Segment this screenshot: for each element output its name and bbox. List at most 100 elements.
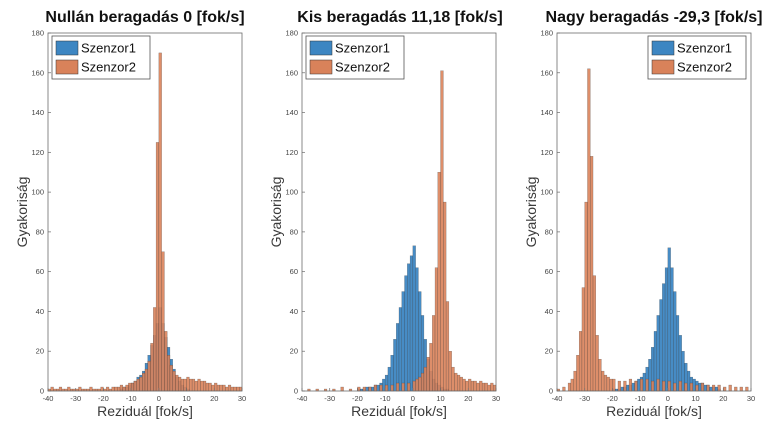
histogram-bar bbox=[706, 384, 710, 392]
x-tick-label: 0 bbox=[666, 394, 670, 403]
histogram-bar bbox=[595, 335, 599, 392]
histogram-bar bbox=[89, 386, 93, 392]
histogram-bar bbox=[667, 380, 671, 392]
legend-label: Szenzor2 bbox=[335, 60, 390, 75]
histogram-bar bbox=[396, 382, 400, 392]
histogram-bar bbox=[601, 370, 605, 392]
histogram-bar bbox=[476, 382, 480, 392]
histogram-bar bbox=[434, 267, 438, 392]
histogram-bar bbox=[390, 384, 394, 392]
histogram-bar bbox=[128, 382, 132, 392]
axes-frame bbox=[556, 32, 752, 392]
x-tick-label: -40 bbox=[297, 394, 308, 403]
histogram-bar bbox=[739, 386, 743, 392]
histogram-bar bbox=[418, 291, 422, 392]
y-tick-label: 160 bbox=[31, 68, 44, 77]
histogram-bar bbox=[695, 384, 699, 392]
histogram-bar bbox=[470, 380, 475, 392]
histogram-bar bbox=[384, 384, 389, 392]
histogram-bar bbox=[418, 376, 422, 392]
histogram-bar bbox=[689, 382, 693, 392]
y-tick-label: 180 bbox=[285, 29, 298, 38]
histogram-bar bbox=[590, 156, 594, 392]
histogram-bar bbox=[432, 315, 436, 392]
histogram-bar bbox=[667, 247, 671, 392]
histogram-bar bbox=[612, 378, 616, 392]
histogram-bar bbox=[420, 372, 425, 392]
x-tick-label: -30 bbox=[70, 394, 81, 403]
y-tick-label: 0 bbox=[549, 387, 553, 396]
y-tick-label: 180 bbox=[31, 29, 44, 38]
histogram-bar bbox=[205, 382, 209, 392]
x-tick-label: 20 bbox=[719, 394, 727, 403]
y-tick-label: 40 bbox=[545, 307, 553, 316]
legend: Szenzor1 Szenzor2 bbox=[647, 35, 747, 80]
x-tick-label: 30 bbox=[747, 394, 755, 403]
histogram-bar bbox=[454, 372, 458, 392]
histogram-bar bbox=[457, 374, 461, 392]
histogram-bar bbox=[717, 384, 721, 392]
x-tick-label: 30 bbox=[492, 394, 500, 403]
x-tick-label: 20 bbox=[210, 394, 218, 403]
x-axis-label: Reziduál [fok/s] bbox=[606, 403, 702, 419]
histogram-bar bbox=[603, 374, 608, 392]
histogram-bar bbox=[728, 384, 732, 392]
x-tick-label: 20 bbox=[464, 394, 472, 403]
histogram-bar bbox=[623, 380, 627, 392]
histogram-bar bbox=[111, 386, 115, 392]
legend-swatch bbox=[309, 59, 333, 75]
histogram-bar bbox=[376, 384, 380, 392]
histogram-bar bbox=[700, 382, 705, 392]
histogram-bar bbox=[659, 299, 663, 392]
histogram-bar bbox=[133, 380, 137, 392]
y-tick-label: 160 bbox=[285, 68, 298, 77]
y-tick-label: 100 bbox=[285, 188, 298, 197]
histogram-bar bbox=[373, 384, 378, 392]
y-tick-label: 80 bbox=[545, 227, 553, 236]
histogram-bar bbox=[407, 263, 411, 392]
x-tick-label: -20 bbox=[352, 394, 363, 403]
histogram-bar bbox=[58, 386, 63, 392]
histogram-bar bbox=[227, 384, 232, 392]
histogram-bar bbox=[230, 386, 234, 392]
x-tick-label: -10 bbox=[380, 394, 391, 403]
histogram-bar bbox=[490, 382, 494, 392]
x-axis-label: Reziduál [fok/s] bbox=[97, 403, 193, 419]
histogram-bar bbox=[401, 382, 405, 392]
axes-frame bbox=[47, 32, 243, 392]
histogram-bar bbox=[642, 372, 646, 392]
plot-area bbox=[48, 33, 242, 391]
histogram-bar bbox=[125, 384, 129, 392]
histogram-bar bbox=[407, 382, 411, 392]
histogram-bar bbox=[219, 384, 223, 392]
histogram-bar bbox=[429, 343, 433, 392]
x-tick-label: 30 bbox=[238, 394, 246, 403]
x-tick-label: -10 bbox=[635, 394, 646, 403]
y-tick-label: 140 bbox=[31, 108, 44, 117]
histogram-bar bbox=[626, 384, 630, 392]
histogram-bar bbox=[578, 331, 583, 392]
histogram-bar bbox=[144, 368, 148, 392]
series-szenzor1 bbox=[612, 247, 721, 392]
histogram-bar bbox=[465, 380, 469, 392]
legend-swatch bbox=[651, 40, 675, 56]
x-tick-label: -40 bbox=[552, 394, 563, 403]
histogram-bar bbox=[712, 384, 716, 392]
x-tick-label: -30 bbox=[579, 394, 590, 403]
y-tick-label: 20 bbox=[545, 347, 553, 356]
histogram-bar bbox=[462, 378, 466, 392]
legend-swatch bbox=[55, 59, 79, 75]
histogram-bar bbox=[617, 380, 621, 392]
histogram-bar bbox=[357, 386, 361, 392]
histogram-panel-3: Nagy beragadás -29,3 [fok/s]020406080100… bbox=[523, 9, 762, 419]
histogram-bar bbox=[387, 366, 391, 392]
y-tick-label: 120 bbox=[285, 148, 298, 157]
histogram-bar bbox=[365, 386, 369, 392]
histogram-bar bbox=[216, 384, 221, 392]
histogram-bar bbox=[178, 376, 182, 392]
histogram-bar bbox=[678, 380, 682, 392]
histogram-bar bbox=[142, 372, 146, 392]
y-tick-label: 100 bbox=[540, 188, 553, 197]
histogram-bar bbox=[122, 386, 126, 392]
histogram-bar bbox=[656, 378, 660, 392]
